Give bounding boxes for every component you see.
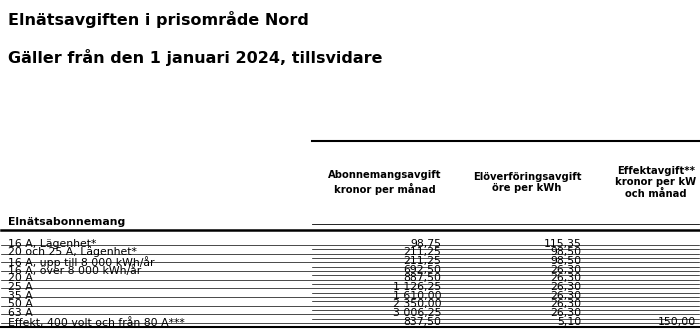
Text: 5,10: 5,10: [557, 317, 581, 327]
Text: 26,30: 26,30: [550, 273, 581, 284]
Text: 26,30: 26,30: [550, 265, 581, 275]
Text: 35 A: 35 A: [8, 291, 32, 301]
Text: 115,35: 115,35: [543, 239, 581, 249]
Text: 16 A, Lägenhet*: 16 A, Lägenhet*: [8, 239, 96, 249]
Text: 16 A, över 8 000 kWh/år: 16 A, över 8 000 kWh/år: [8, 265, 141, 276]
Text: 20 och 25 A, Lägenhet*: 20 och 25 A, Lägenhet*: [8, 247, 136, 257]
Text: Elöverföringsavgift
öre per kWh: Elöverföringsavgift öre per kWh: [473, 172, 581, 193]
Text: 26,30: 26,30: [550, 291, 581, 301]
Text: 1 126,25: 1 126,25: [393, 282, 442, 292]
Text: 98,50: 98,50: [550, 247, 581, 257]
Text: Abonnemangsavgift
kronor per månad: Abonnemangsavgift kronor per månad: [328, 171, 442, 195]
Text: 2 350,00: 2 350,00: [393, 299, 442, 309]
Text: Elnätsabonnemang: Elnätsabonnemang: [8, 217, 125, 227]
Text: 98,50: 98,50: [550, 256, 581, 266]
Text: 3 006,25: 3 006,25: [393, 308, 442, 318]
Text: 20 A: 20 A: [8, 273, 33, 284]
Text: Gäller från den 1 januari 2024, tillsvidare: Gäller från den 1 januari 2024, tillsvid…: [8, 48, 382, 66]
Text: 211,25: 211,25: [404, 247, 442, 257]
Text: 98,75: 98,75: [410, 239, 442, 249]
Text: 26,30: 26,30: [550, 308, 581, 318]
Text: 26,30: 26,30: [550, 299, 581, 309]
Text: 692,50: 692,50: [403, 265, 442, 275]
Text: 26,30: 26,30: [550, 282, 581, 292]
Text: 150,00: 150,00: [658, 317, 696, 327]
Text: Effekt, 400 volt och från 80 A***: Effekt, 400 volt och från 80 A***: [8, 317, 184, 328]
Text: 16 A, upp till 8 000 kWh/år: 16 A, upp till 8 000 kWh/år: [8, 256, 154, 268]
Text: 25 A: 25 A: [8, 282, 32, 292]
Text: 887,50: 887,50: [403, 273, 442, 284]
Text: 63 A: 63 A: [8, 308, 32, 318]
Text: 837,50: 837,50: [403, 317, 442, 327]
Text: 50 A: 50 A: [8, 299, 33, 309]
Text: 1 610,00: 1 610,00: [393, 291, 442, 301]
Text: Effektavgift**
kronor per kW
och månad: Effektavgift** kronor per kW och månad: [615, 166, 696, 199]
Text: 211,25: 211,25: [404, 256, 442, 266]
Text: Elnätsavgiften i prisområde Nord: Elnätsavgiften i prisområde Nord: [8, 11, 309, 28]
